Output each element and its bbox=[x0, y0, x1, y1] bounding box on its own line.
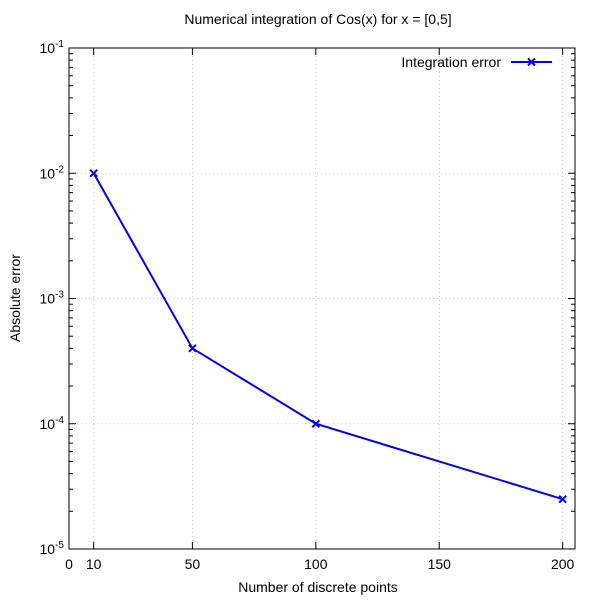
axis-ticks: 0 10 50 100 150 200 10-1 10-2 10-3 10-4 10-5 bbox=[40, 39, 575, 572]
x-tick-label: 10 bbox=[86, 556, 102, 572]
data-point-marker bbox=[311, 419, 321, 428]
y-tick-label: 10-5 bbox=[40, 540, 65, 557]
series-layer bbox=[89, 169, 567, 504]
data-point-marker bbox=[558, 494, 567, 504]
chart-title: Numerical integration of Cos(x) for x = … bbox=[184, 11, 451, 27]
x-axis-label: Number of discrete points bbox=[238, 579, 398, 595]
x-tick-label: 100 bbox=[304, 556, 328, 572]
x-tick-label: 0 bbox=[65, 556, 73, 572]
y-tick-label: 10-2 bbox=[40, 164, 65, 181]
y-tick-label: 10-1 bbox=[40, 39, 65, 56]
grid-lines bbox=[69, 48, 575, 549]
legend-marker bbox=[527, 57, 536, 67]
y-axis-label: Absolute error bbox=[7, 254, 23, 342]
x-tick-label: 200 bbox=[551, 556, 575, 572]
data-point-marker bbox=[188, 344, 197, 353]
y-tick-label: 10-4 bbox=[40, 415, 65, 432]
legend: Integration error bbox=[401, 54, 552, 70]
x-tick-label: 150 bbox=[428, 556, 452, 572]
legend-label: Integration error bbox=[401, 54, 501, 70]
data-point-marker bbox=[89, 169, 98, 178]
y-tick-label: 10-3 bbox=[40, 290, 65, 307]
series-line bbox=[92, 172, 563, 501]
x-tick-label: 50 bbox=[185, 556, 201, 572]
